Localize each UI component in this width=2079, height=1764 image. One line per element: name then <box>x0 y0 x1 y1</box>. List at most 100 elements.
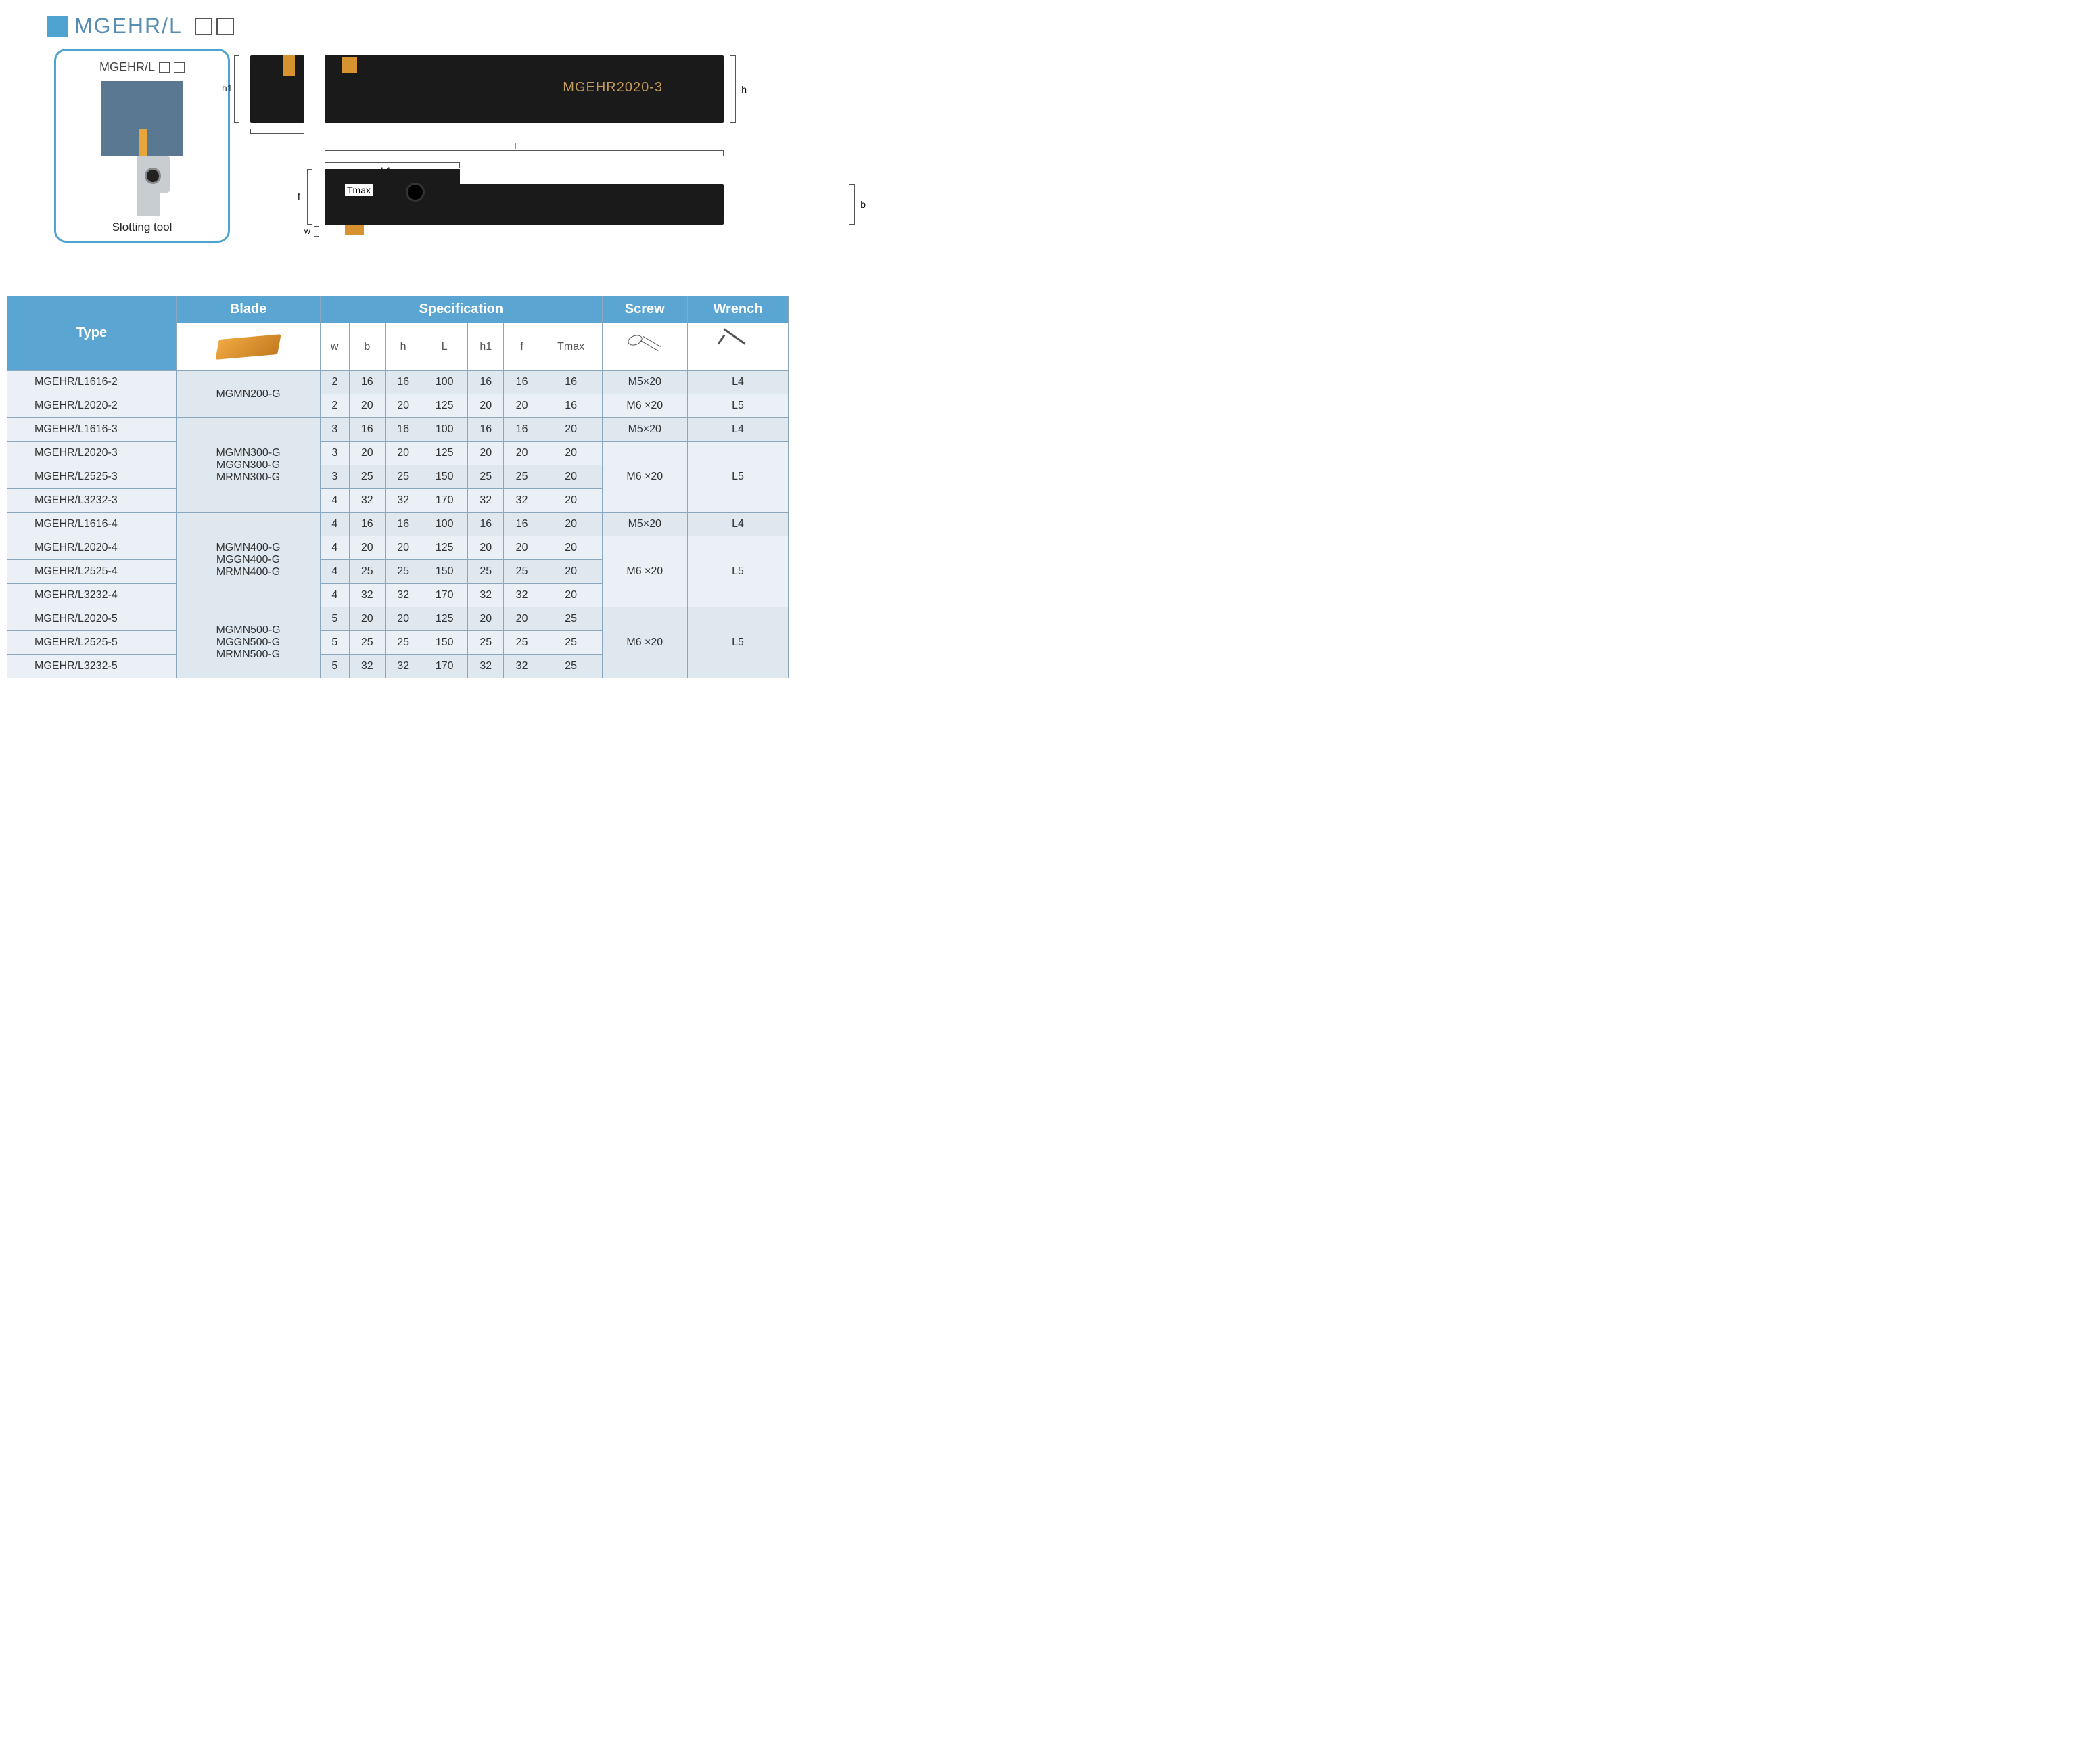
cell-Tmax: 25 <box>540 631 602 655</box>
slotting-tool-illustration <box>74 81 210 216</box>
cell-h1: 20 <box>468 394 504 418</box>
cell-f: 20 <box>504 442 540 465</box>
cell-w: 2 <box>321 371 350 394</box>
cell-L: 100 <box>421 418 468 442</box>
cell-L: 170 <box>421 655 468 678</box>
dim-label-f: f <box>298 191 300 202</box>
cell-b: 16 <box>349 418 385 442</box>
cell-h: 20 <box>385 442 421 465</box>
diagram-area: MGEHR/L Slotting tool h1 MGEHR2 <box>54 49 768 279</box>
cell-screw: M6 ×20 <box>602 394 687 418</box>
blade-insert-icon <box>211 330 285 364</box>
placeholder-box-icon <box>159 62 170 73</box>
cell-wrench: L4 <box>688 418 789 442</box>
cell-w: 5 <box>321 607 350 631</box>
cell-h1: 20 <box>468 536 504 560</box>
cell-b: 20 <box>349 536 385 560</box>
cell-h: 25 <box>385 465 421 489</box>
cell-blade: MGMN200-G <box>177 371 321 418</box>
cell-h1: 16 <box>468 371 504 394</box>
cell-type: MGEHR/L2525-4 <box>7 560 177 584</box>
cell-h: 20 <box>385 394 421 418</box>
cell-Tmax: 16 <box>540 394 602 418</box>
cell-type: MGEHR/L1616-4 <box>7 513 177 536</box>
page-header: MGEHR/L <box>47 14 789 39</box>
cell-h: 16 <box>385 513 421 536</box>
cell-w: 3 <box>321 465 350 489</box>
cell-b: 16 <box>349 513 385 536</box>
cell-screw: M5×20 <box>602 418 687 442</box>
cell-Tmax: 20 <box>540 418 602 442</box>
cell-type: MGEHR/L2020-3 <box>7 442 177 465</box>
cell-wrench: L4 <box>688 371 789 394</box>
cell-w: 4 <box>321 513 350 536</box>
cell-h: 20 <box>385 607 421 631</box>
technical-drawing: h1 MGEHR2020-3 h L L1 Tmax f w <box>250 49 768 279</box>
cell-L: 150 <box>421 560 468 584</box>
cell-blade: MGMN500-G MGGN500-G MRMN500-G <box>177 607 321 678</box>
dim-label-h1: h1 <box>222 83 233 93</box>
cell-f: 25 <box>504 631 540 655</box>
cell-w: 3 <box>321 418 350 442</box>
cell-h1: 25 <box>468 560 504 584</box>
cell-Tmax: 20 <box>540 489 602 513</box>
th-b: b <box>349 323 385 371</box>
cell-f: 32 <box>504 489 540 513</box>
cell-type: MGEHR/L1616-3 <box>7 418 177 442</box>
cell-wrench: L5 <box>688 607 789 678</box>
th-L: L <box>421 323 468 371</box>
cell-L: 125 <box>421 442 468 465</box>
cell-Tmax: 20 <box>540 442 602 465</box>
cell-Tmax: 20 <box>540 513 602 536</box>
dim-label-L: L <box>514 141 519 152</box>
th-w: w <box>321 323 350 371</box>
cell-Tmax: 20 <box>540 560 602 584</box>
cell-b: 32 <box>349 655 385 678</box>
th-spec: Specification <box>321 296 602 323</box>
th-h: h <box>385 323 421 371</box>
cell-w: 4 <box>321 560 350 584</box>
cell-L: 100 <box>421 513 468 536</box>
cell-L: 125 <box>421 536 468 560</box>
tool-top-view <box>325 184 724 225</box>
cell-Tmax: 20 <box>540 584 602 607</box>
cell-h: 25 <box>385 560 421 584</box>
cell-b: 25 <box>349 560 385 584</box>
header-code-boxes <box>195 18 234 35</box>
cell-blade: MGMN300-G MGGN300-G MRMN300-G <box>177 418 321 513</box>
cell-L: 150 <box>421 631 468 655</box>
cell-h: 25 <box>385 631 421 655</box>
cell-h1: 25 <box>468 465 504 489</box>
wrench-illustration-cell <box>688 323 789 371</box>
wrench-icon <box>718 330 758 364</box>
cell-h1: 32 <box>468 655 504 678</box>
cell-h1: 16 <box>468 418 504 442</box>
dim-label-w: w <box>304 227 310 236</box>
slotting-tool-panel: MGEHR/L Slotting tool <box>54 49 230 243</box>
tool-model-text: MGEHR2020-3 <box>563 80 663 95</box>
table-row: MGEHR/L1616-4 MGMN400-G MGGN400-G MRMN40… <box>7 513 789 536</box>
cell-h: 16 <box>385 371 421 394</box>
cell-b: 32 <box>349 489 385 513</box>
cell-screw: M6 ×20 <box>602 536 687 607</box>
cell-f: 32 <box>504 584 540 607</box>
cell-type: MGEHR/L2525-3 <box>7 465 177 489</box>
cell-w: 3 <box>321 442 350 465</box>
cell-f: 20 <box>504 536 540 560</box>
th-screw: Screw <box>602 296 687 323</box>
screw-illustration-cell <box>602 323 687 371</box>
th-Tmax: Tmax <box>540 323 602 371</box>
cell-screw: M6 ×20 <box>602 607 687 678</box>
cell-f: 16 <box>504 418 540 442</box>
cell-h1: 32 <box>468 584 504 607</box>
table-row: MGEHR/L1616-3 MGMN300-G MGGN300-G MRMN30… <box>7 418 789 442</box>
cell-wrench: L5 <box>688 394 789 418</box>
cell-wrench: L4 <box>688 513 789 536</box>
cell-f: 20 <box>504 607 540 631</box>
table-row: MGEHR/L2020-4 4 20 20 125 20 20 20 M6 ×2… <box>7 536 789 560</box>
cell-w: 5 <box>321 655 350 678</box>
cell-blade: MGMN400-G MGGN400-G MRMN400-G <box>177 513 321 607</box>
dim-label-Tmax: Tmax <box>345 184 373 196</box>
table-row: MGEHR/L2020-3 3 20 20 125 20 20 20 M6 ×2… <box>7 442 789 465</box>
table-row: MGEHR/L1616-2 MGMN200-G 2 16 16 100 16 1… <box>7 371 789 394</box>
